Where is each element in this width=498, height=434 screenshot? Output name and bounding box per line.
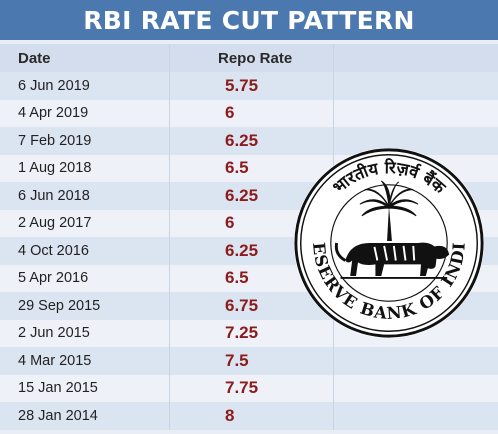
table-row: 4 Apr 2019 6 bbox=[0, 99, 498, 127]
repo-rate-cell: 8 bbox=[225, 405, 235, 425]
empty-cell bbox=[333, 374, 498, 402]
date-cell: 6 Jun 2019 bbox=[0, 72, 170, 100]
repo-rate-cell: 5.75 bbox=[225, 75, 259, 95]
page-title: RBI RATE CUT PATTERN bbox=[0, 0, 498, 40]
empty-column bbox=[333, 44, 498, 72]
empty-cell bbox=[333, 127, 498, 155]
date-cell: 29 Sep 2015 bbox=[0, 292, 170, 320]
date-cell: 2 Jun 2015 bbox=[0, 319, 170, 347]
empty-cell bbox=[333, 72, 498, 100]
palm-tree-icon bbox=[359, 180, 419, 242]
repo-rate-cell: 6 bbox=[225, 103, 235, 123]
rbi-seal-logo: भारतीय रिज़र्व बैंक RESERVE BANK OF INDI… bbox=[292, 146, 485, 339]
empty-cell bbox=[333, 402, 498, 430]
date-cell: 4 Apr 2019 bbox=[0, 99, 170, 127]
table-row: 28 Jan 2014 8 bbox=[0, 402, 498, 430]
date-cell: 4 Mar 2015 bbox=[0, 347, 170, 375]
date-cell: 15 Jan 2015 bbox=[0, 374, 170, 402]
date-cell: 1 Aug 2018 bbox=[0, 154, 170, 182]
table-row: 6 Jun 2019 5.75 bbox=[0, 72, 498, 100]
date-cell: 6 Jun 2018 bbox=[0, 182, 170, 210]
table-row: 15 Jan 2015 7.75 bbox=[0, 374, 498, 402]
date-cell: 7 Feb 2019 bbox=[0, 127, 170, 155]
tiger-icon bbox=[334, 242, 450, 279]
date-cell: 28 Jan 2014 bbox=[0, 402, 170, 430]
repo-rate-cell: 6 bbox=[225, 213, 235, 233]
repo-rate-cell: 6.75 bbox=[225, 295, 259, 315]
repo-rate-cell: 6.25 bbox=[225, 130, 259, 150]
date-column-header: Date bbox=[0, 44, 170, 72]
repo-rate-cell: 7.5 bbox=[225, 350, 249, 370]
empty-cell bbox=[333, 319, 498, 347]
table-row: 7 Feb 2019 6.25 bbox=[0, 127, 498, 155]
repo-rate-cell: 6.25 bbox=[225, 240, 259, 260]
table-row: 4 Mar 2015 7.5 bbox=[0, 347, 498, 375]
repo-rate-cell: 6.5 bbox=[225, 158, 249, 178]
empty-cell bbox=[333, 99, 498, 127]
repo-rate-cell: 6.25 bbox=[225, 185, 259, 205]
repo-rate-cell: 7.25 bbox=[225, 323, 259, 343]
date-cell: 5 Apr 2016 bbox=[0, 264, 170, 292]
repo-rate-cell: 6.5 bbox=[225, 268, 249, 288]
date-cell: 4 Oct 2016 bbox=[0, 237, 170, 265]
empty-cell bbox=[333, 347, 498, 375]
repo-rate-cell: 7.75 bbox=[225, 378, 259, 398]
table-header-row: Date Repo Rate bbox=[0, 44, 498, 72]
date-cell: 2 Aug 2017 bbox=[0, 209, 170, 237]
repo-rate-column-header: Repo Rate bbox=[218, 49, 293, 67]
